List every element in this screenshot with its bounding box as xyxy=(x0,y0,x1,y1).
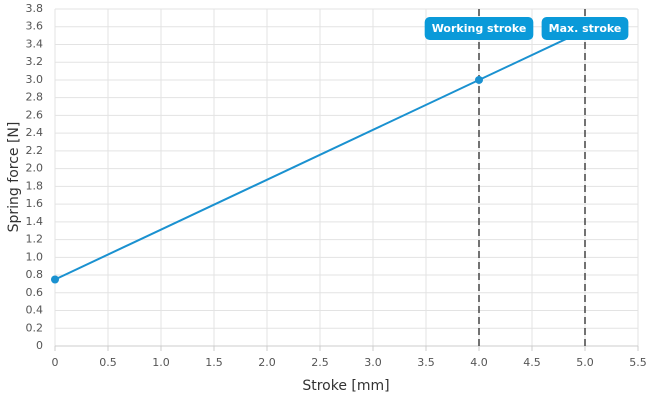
y-tick-label: 3.4 xyxy=(26,37,44,50)
y-tick-label: 0 xyxy=(36,339,43,352)
y-tick-label: 2.8 xyxy=(26,91,44,104)
y-tick-label: 1.0 xyxy=(26,250,44,263)
data-line xyxy=(54,29,586,281)
y-axis-title: Spring force [N] xyxy=(6,122,22,233)
annotation: Max. stroke xyxy=(541,17,629,40)
annotation-label: Max. stroke xyxy=(549,22,622,35)
y-tick-label: 3.0 xyxy=(26,73,44,86)
data-point xyxy=(475,75,483,84)
x-tick-label: 4.5 xyxy=(523,356,541,369)
x-tick-label: 2.5 xyxy=(311,356,329,369)
y-tick-label: 0.6 xyxy=(26,286,44,299)
annotation: Working stroke xyxy=(424,17,534,40)
y-tick-label: 2.4 xyxy=(26,126,44,139)
annotation-box xyxy=(541,17,629,40)
y-tick-label: 3.6 xyxy=(26,20,44,33)
y-tick-label: 3.8 xyxy=(26,2,44,15)
y-tick-label: 2.2 xyxy=(26,144,44,157)
x-tick-label: 3.0 xyxy=(364,356,382,369)
x-tick-label: 0.5 xyxy=(99,356,117,369)
x-tick-label: 5.0 xyxy=(576,356,594,369)
x-tick-label: 1.0 xyxy=(152,356,170,369)
y-tick-label: 3.2 xyxy=(26,55,44,68)
y-tick-label: 2.6 xyxy=(26,108,44,121)
y-tick-label: 1.2 xyxy=(26,233,44,246)
y-tick-label: 0.2 xyxy=(26,321,44,334)
x-tick-label: 0 xyxy=(52,356,59,369)
y-tick-label: 0.8 xyxy=(26,268,44,281)
x-tick-label: 1.5 xyxy=(205,356,223,369)
x-tick-label: 4.0 xyxy=(470,356,488,369)
x-axis-title: Stroke [mm] xyxy=(302,378,389,394)
x-tick-label: 2.0 xyxy=(258,356,276,369)
y-tick-label: 1.8 xyxy=(26,179,44,192)
annotation-label: Working stroke xyxy=(432,22,527,35)
y-tick-label: 1.4 xyxy=(26,215,44,228)
x-tick-label: 3.5 xyxy=(417,356,435,369)
x-tick-label: 5.5 xyxy=(629,356,647,369)
data-point xyxy=(51,275,59,284)
y-tick-label: 0.4 xyxy=(26,304,44,317)
y-tick-label: 2.0 xyxy=(26,162,44,175)
annotation-box xyxy=(424,17,534,40)
y-tick-label: 1.6 xyxy=(26,197,44,210)
